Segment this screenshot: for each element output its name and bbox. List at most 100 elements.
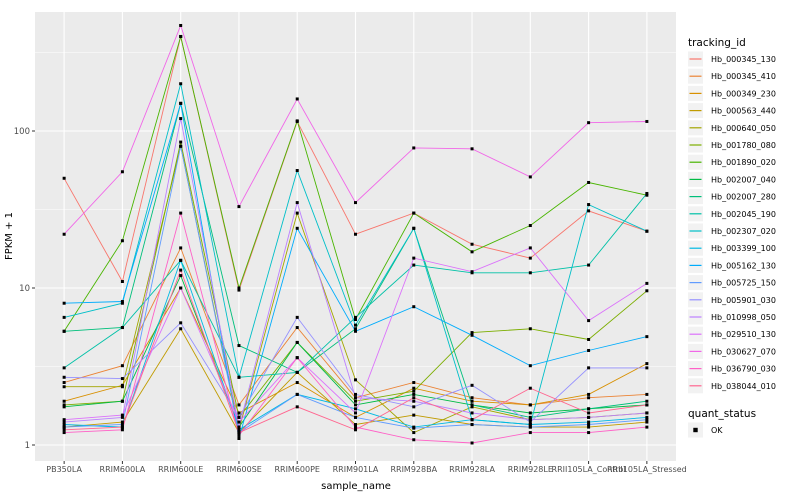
data-point (587, 411, 591, 415)
data-point (587, 348, 591, 352)
data-point (354, 423, 357, 427)
data-point (237, 431, 241, 435)
quant-legend-title: quant_status (688, 408, 756, 420)
data-point (179, 211, 183, 215)
data-point (645, 289, 649, 293)
data-point (587, 337, 591, 341)
data-point (237, 433, 241, 437)
data-point (645, 425, 649, 429)
data-point (120, 377, 124, 381)
data-point (179, 274, 183, 278)
data-point (470, 396, 474, 400)
data-point (412, 392, 416, 396)
data-point (62, 420, 66, 424)
x-tick-label: RRII105LA_Control (552, 465, 626, 474)
data-point (237, 403, 241, 407)
data-point (179, 327, 183, 331)
data-point (179, 82, 183, 86)
data-point (354, 428, 357, 432)
data-point (237, 428, 241, 432)
data-point (587, 209, 591, 213)
y-tick-label: 100 (14, 127, 30, 137)
x-tick-label: RRIM600SE (216, 465, 262, 474)
data-point (528, 425, 532, 429)
data-point (62, 425, 66, 429)
legend-label: Hb_038044_010 (711, 382, 776, 391)
data-point (645, 392, 649, 396)
data-point (120, 420, 124, 424)
data-point (120, 385, 124, 389)
quant-legend-label: OK (711, 426, 723, 435)
data-point (354, 411, 357, 415)
data-point (179, 286, 183, 290)
data-point (470, 383, 474, 387)
data-point (528, 403, 532, 407)
data-point (412, 305, 416, 309)
data-point (412, 386, 416, 390)
y-axis-title: FPKM + 1 (4, 212, 15, 260)
data-point (354, 232, 357, 236)
legend-label: Hb_000345_130 (711, 55, 776, 64)
data-point (587, 423, 591, 427)
data-point (354, 396, 357, 400)
data-point (470, 331, 474, 335)
data-point (645, 415, 649, 419)
data-point (179, 258, 183, 262)
data-point (295, 381, 299, 385)
data-point (645, 366, 649, 370)
data-point (587, 415, 591, 419)
data-point (62, 431, 66, 435)
data-point (354, 392, 357, 396)
data-point (237, 288, 241, 292)
data-point (528, 271, 532, 275)
y-tick-label: 1 (25, 441, 30, 451)
data-point (295, 226, 299, 230)
data-point (412, 146, 416, 150)
data-point (528, 431, 532, 435)
data-point (412, 396, 416, 400)
data-point (237, 205, 241, 209)
quant-legend-point (693, 427, 698, 433)
data-point (354, 378, 357, 382)
legend-label: Hb_000563_440 (711, 107, 776, 116)
data-point (354, 415, 357, 419)
data-point (645, 335, 649, 339)
data-point (354, 327, 357, 331)
data-point (354, 201, 357, 205)
data-point (62, 375, 66, 379)
x-tick-label: RRII105LA_Stressed (607, 465, 687, 474)
legend-label: Hb_001890_020 (711, 158, 776, 167)
data-point (645, 193, 649, 197)
legend-label: Hb_030627_070 (711, 347, 776, 356)
data-point (120, 364, 124, 368)
data-point (645, 420, 649, 424)
data-point (354, 407, 357, 411)
data-point (62, 366, 66, 370)
data-point (470, 418, 474, 422)
data-point (62, 232, 66, 236)
data-point (295, 201, 299, 205)
x-tick-label: RRIM600PE (274, 465, 320, 474)
data-point (412, 381, 416, 385)
data-point (237, 375, 241, 379)
data-point (587, 425, 591, 429)
data-point (528, 327, 532, 331)
data-point (62, 301, 66, 305)
data-point (120, 170, 124, 174)
x-tick-label: RRIM928LA (449, 465, 495, 474)
data-point (295, 392, 299, 396)
data-point (62, 399, 66, 403)
data-point (412, 226, 416, 230)
legend-label: Hb_036790_030 (711, 365, 776, 374)
data-point (62, 385, 66, 389)
data-point (412, 263, 416, 267)
data-point (179, 23, 183, 27)
legend-label: Hb_000345_410 (711, 72, 776, 81)
x-tick-label: RRIM600LA (100, 465, 146, 474)
data-point (354, 329, 357, 333)
data-point (295, 169, 299, 173)
data-point (237, 411, 241, 415)
data-point (470, 242, 474, 246)
legend-label: Hb_005901_030 (711, 296, 776, 305)
data-point (179, 140, 183, 144)
